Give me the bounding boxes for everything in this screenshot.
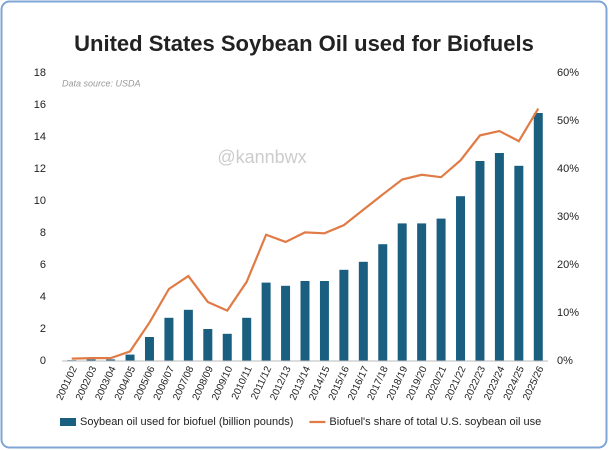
bar <box>339 269 349 361</box>
bar <box>514 165 524 361</box>
bar <box>164 317 174 361</box>
legend-label: Soybean oil used for biofuel (billion po… <box>80 416 293 428</box>
y2-tick-label: 60% <box>557 67 579 79</box>
y-tick-label: 4 <box>40 291 46 303</box>
y2-tick-label: 20% <box>557 259 579 271</box>
bar <box>203 329 213 361</box>
bar <box>106 359 116 361</box>
bar <box>378 244 388 361</box>
bar <box>319 281 329 361</box>
y-tick-label: 0 <box>40 355 46 367</box>
bar <box>86 359 96 361</box>
bar <box>300 281 310 361</box>
y-tick-label: 8 <box>40 227 46 239</box>
y2-tick-label: 40% <box>557 163 579 175</box>
bar <box>183 309 193 361</box>
bar <box>261 282 271 361</box>
bar <box>475 161 485 361</box>
watermark: @kannbwx <box>217 147 306 167</box>
y-tick-label: 10 <box>34 195 46 207</box>
y2-tick-label: 0% <box>557 355 573 367</box>
chart-title: United States Soybean Oil used for Biofu… <box>74 31 534 56</box>
line <box>71 107 540 360</box>
bar <box>533 113 543 361</box>
y-tick-label: 2 <box>40 323 46 335</box>
legend-swatch <box>60 418 76 426</box>
bar <box>242 317 252 361</box>
y-tick-label: 12 <box>34 163 46 175</box>
bar <box>456 196 466 361</box>
source-note: Data source: USDA <box>62 78 141 88</box>
y2-tick-label: 10% <box>557 307 579 319</box>
y2-tick-label: 30% <box>557 211 579 223</box>
y2-tick-label: 50% <box>557 115 579 127</box>
bar <box>436 218 446 361</box>
bar <box>144 337 154 361</box>
bar <box>494 153 504 361</box>
bar <box>397 223 407 361</box>
y-tick-label: 14 <box>34 131 46 143</box>
bar <box>358 261 368 361</box>
bar <box>125 354 135 361</box>
y-tick-label: 18 <box>34 67 46 79</box>
y-tick-label: 16 <box>34 99 46 111</box>
bar <box>417 223 427 361</box>
y-tick-label: 6 <box>40 259 46 271</box>
legend-label: Biofuel's share of total U.S. soybean oi… <box>329 416 541 428</box>
bar <box>281 285 291 361</box>
bar <box>222 333 232 361</box>
